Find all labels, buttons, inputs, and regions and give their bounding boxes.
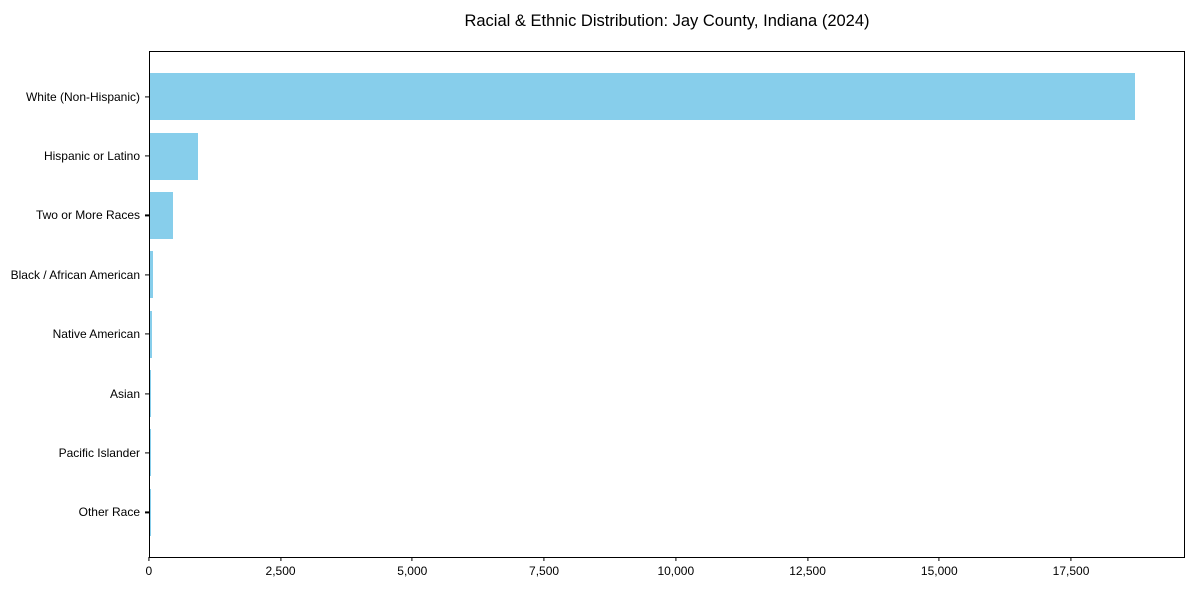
- bar-row: White (Non-Hispanic): [26, 67, 1184, 126]
- x-tick-mark: [938, 557, 940, 561]
- x-tick-mark: [543, 557, 545, 561]
- chart-title: Racial & Ethnic Distribution: Jay County…: [464, 12, 870, 30]
- x-tick-label: 10,000: [657, 564, 695, 578]
- category-label: Two or More Races: [35, 208, 140, 223]
- category-label: Other Race: [78, 505, 140, 520]
- x-tick: 17,500: [1053, 557, 1089, 578]
- bar: [150, 132, 199, 180]
- x-tick-mark: [279, 557, 282, 561]
- x-tick-mark: [675, 557, 677, 561]
- y-tick: [145, 333, 149, 335]
- bar: [150, 73, 1135, 121]
- bar-row: Asian: [110, 364, 1184, 423]
- x-tick: 15,000: [921, 557, 958, 578]
- x-tick: 10,000: [657, 557, 694, 578]
- x-axis-ticks: 0 2,500 5,000 7,500 10,000 12,500 15,000 17,500: [145, 557, 1185, 587]
- y-tick: [145, 452, 149, 454]
- y-tick: [145, 392, 149, 395]
- category-label: Asian: [109, 386, 140, 401]
- x-tick: 12,500: [789, 557, 826, 578]
- category-label: White (Non-Hispanic): [25, 89, 140, 104]
- bar-row: Two or More Races: [36, 186, 1184, 245]
- x-tick-label: 5,000: [397, 564, 428, 578]
- category-label: Native American: [52, 327, 140, 342]
- x-tick-mark: [1070, 557, 1072, 561]
- bar-row: Hispanic or Latino: [44, 126, 1184, 185]
- bar-row: Native American: [53, 305, 1184, 364]
- x-tick-mark: [806, 557, 809, 561]
- bar: [150, 310, 152, 358]
- category-label: Black / African American: [10, 267, 140, 282]
- x-tick-label: 0: [145, 564, 153, 578]
- bar-row: Other Race: [79, 483, 1184, 542]
- y-tick: [145, 96, 149, 98]
- x-tick-mark: [148, 557, 150, 561]
- x-tick: 0: [145, 557, 152, 578]
- bar-row: Black / African American: [11, 245, 1184, 304]
- y-tick: [145, 214, 149, 217]
- x-tick-label: 7,500: [529, 564, 560, 578]
- bar: [150, 370, 152, 418]
- x-tick-label: 15,000: [920, 564, 958, 578]
- category-label: Hispanic or Latino: [43, 149, 140, 164]
- x-tick-label: 12,500: [789, 564, 826, 578]
- bar: [150, 251, 154, 299]
- x-tick: 2,500: [266, 557, 296, 578]
- x-tick: 5,000: [397, 557, 427, 578]
- plot-area: White (Non-Hispanic) Hispanic or Latino Tw…: [11, 51, 1185, 578]
- bar-row: Pacific Islander: [59, 423, 1184, 482]
- bar: [150, 191, 173, 239]
- bar: [150, 429, 151, 477]
- bar-rows-container: White (Non-Hispanic) Hispanic or Latino Tw…: [11, 52, 1184, 557]
- x-tick-label: 2,500: [265, 564, 296, 578]
- x-tick: 7,500: [529, 557, 559, 578]
- category-label: Pacific Islander: [58, 445, 140, 460]
- x-tick-mark: [411, 557, 413, 561]
- y-tick: [145, 155, 149, 157]
- y-tick: [145, 274, 149, 276]
- x-tick-label: 17,500: [1052, 564, 1090, 578]
- y-tick: [145, 511, 149, 513]
